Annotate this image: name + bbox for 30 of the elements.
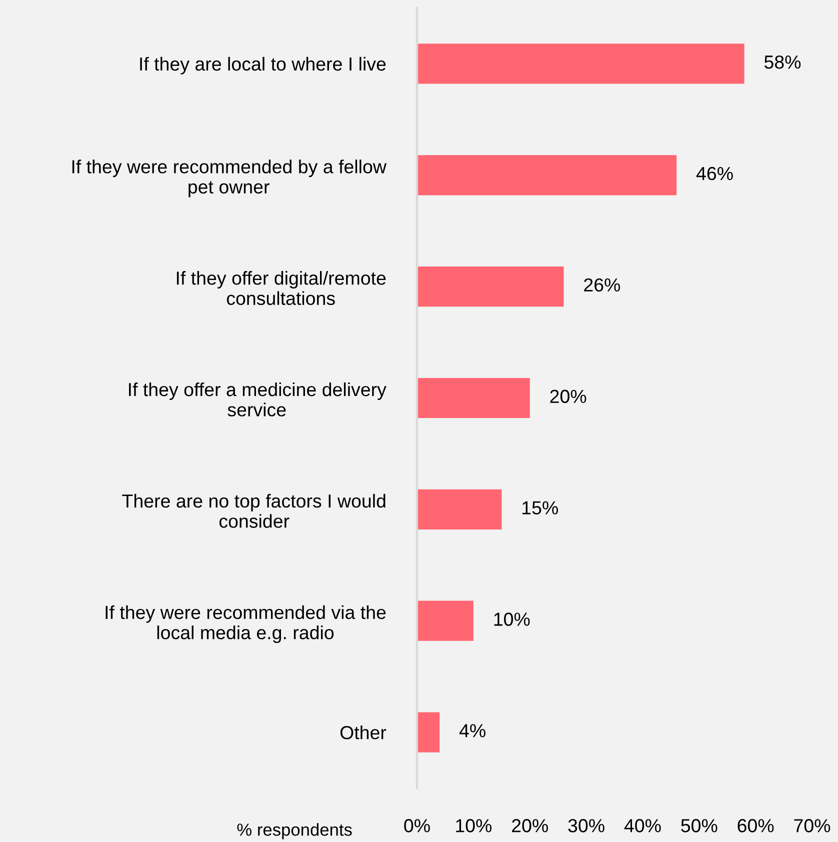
bar — [417, 44, 744, 84]
y-tick-label: Other — [340, 725, 386, 740]
bar — [417, 489, 502, 530]
y-tick-label: If they offer a medicine delivery service — [129, 382, 386, 416]
data-label: 46% — [696, 166, 733, 180]
x-tick-label: 40% — [624, 819, 661, 832]
data-label: 15% — [522, 501, 558, 514]
bar — [417, 155, 677, 196]
x-axis-title: % respondents — [237, 823, 352, 840]
y-tick-label: If they offer digital/remote consultations — [176, 271, 386, 306]
x-tick-label: 20% — [512, 819, 548, 832]
x-tick-label: 70% — [794, 819, 830, 832]
data-label: 58% — [764, 55, 801, 69]
y-tick-label: If they were recommended via the local media e.g. radio — [106, 605, 386, 643]
data-label: 4% — [459, 724, 486, 738]
x-tick-label: 10% — [456, 819, 492, 832]
y-tick-label: If they are local to where I live — [140, 56, 386, 74]
x-tick-label: 50% — [681, 819, 718, 832]
bar — [417, 378, 530, 418]
bar — [417, 712, 440, 752]
y-tick-label: If they were recommended by a fellow pet owner — [72, 160, 387, 198]
bar — [417, 266, 564, 307]
data-label: 20% — [550, 390, 586, 404]
data-label: 26% — [584, 278, 620, 292]
data-label: 10% — [494, 612, 530, 626]
x-tick-label: 30% — [568, 819, 604, 832]
y-tick-label: There are no top factors I would consider — [122, 494, 386, 528]
x-tick-label: 60% — [738, 819, 774, 832]
bar — [417, 600, 474, 641]
x-tick-label: 0% — [404, 819, 430, 832]
